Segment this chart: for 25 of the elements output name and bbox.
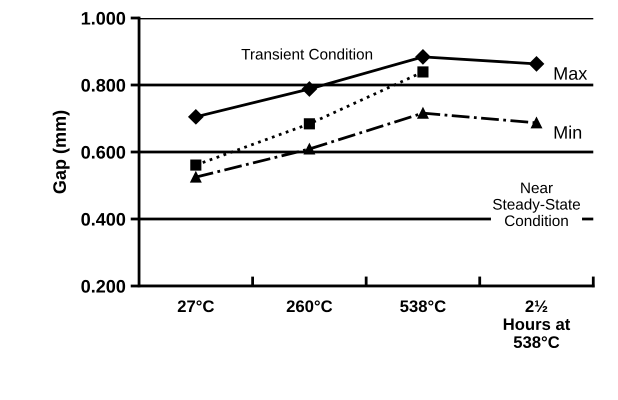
x-tick-label: 538°C [400,300,446,312]
point [302,81,317,97]
point [415,49,431,64]
x-tick-label: 2½ Hours at 538°C [504,300,570,348]
series-label: Max [554,67,588,80]
point [417,108,428,119]
point [530,117,542,128]
point [417,66,428,78]
y-tick-label: 0.600 [81,146,126,159]
y-tick-label: 1.000 [82,12,126,25]
x-tick-label: 260°C [286,300,332,312]
series-label: Min [554,126,582,139]
point [304,143,315,155]
point [304,118,315,130]
x-tick-label: 27°C [178,300,214,312]
y-tick-label: 0.200 [81,280,126,293]
point [190,160,202,171]
y-tick-label: 0.400 [81,212,126,226]
y-axis-title: Gap (mm) [52,110,70,194]
annotation: Transient Condition [242,48,372,60]
point [190,172,202,183]
point [188,109,204,124]
annotation: Near Steady-State Condition [493,182,580,226]
y-tick-label: 0.800 [81,78,126,92]
point [528,56,544,72]
